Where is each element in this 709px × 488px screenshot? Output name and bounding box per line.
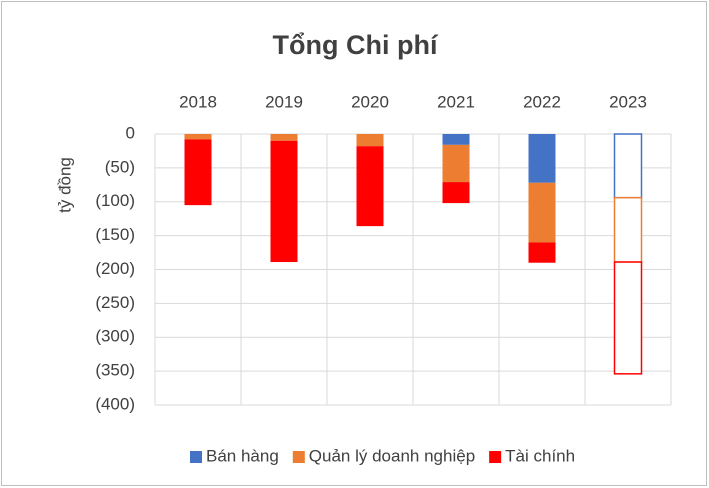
bar-segment (613, 133, 643, 199)
bar-segment (442, 182, 470, 204)
x-tick-label: 2021 (437, 92, 475, 111)
y-tick-label: (400) (95, 394, 135, 413)
y-tick-label: (150) (95, 225, 135, 244)
y-tick-label: (300) (95, 327, 135, 346)
y-tick-label: 0 (126, 123, 135, 142)
bar-segment (184, 139, 212, 206)
bar-segment (270, 140, 298, 263)
bar-segment (356, 146, 384, 227)
bar-segment (442, 144, 470, 183)
x-tick-label: 2018 (179, 92, 217, 111)
bar-segment (613, 261, 643, 375)
bar-segment (528, 182, 556, 243)
bar-segment (442, 134, 470, 145)
x-tick-label: 2023 (609, 92, 647, 111)
bar-segment (184, 134, 212, 140)
y-axis-label: tỷ đồng (55, 157, 74, 213)
legend-label: Quản lý doanh nghiệp (309, 446, 475, 465)
y-tick-label: (350) (95, 361, 135, 380)
legend-swatch (190, 451, 202, 463)
bar-segment (270, 134, 298, 141)
y-tick-label: (100) (95, 191, 135, 210)
x-tick-label: 2022 (523, 92, 561, 111)
legend-label: Tài chính (505, 446, 575, 465)
bar-segment (356, 134, 384, 147)
legend-label: Bán hàng (206, 446, 279, 465)
legend-swatch (292, 451, 305, 463)
legend-swatch (489, 451, 502, 463)
y-tick-label: (250) (95, 293, 135, 312)
x-tick-label: 2020 (351, 92, 389, 111)
bar-segment (528, 242, 556, 263)
y-tick-label: (200) (95, 259, 135, 278)
chart-title: Tổng Chi phí (273, 30, 439, 60)
y-tick-label: (50) (105, 157, 135, 176)
x-tick-label: 2019 (265, 92, 303, 111)
bar-segment (528, 134, 556, 183)
bar-segment (613, 196, 643, 263)
